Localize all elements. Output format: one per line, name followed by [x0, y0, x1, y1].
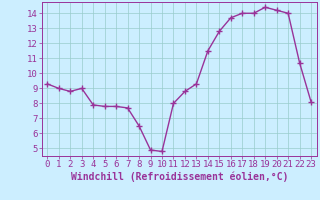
X-axis label: Windchill (Refroidissement éolien,°C): Windchill (Refroidissement éolien,°C): [70, 172, 288, 182]
